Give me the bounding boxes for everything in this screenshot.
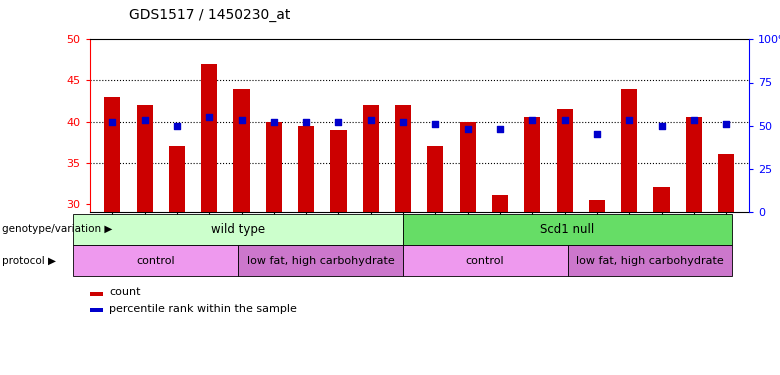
Text: wild type: wild type bbox=[211, 223, 265, 236]
Bar bbox=[73, 214, 402, 244]
Point bbox=[655, 123, 668, 129]
Bar bbox=[136, 105, 153, 212]
Text: genotype/variation ▶: genotype/variation ▶ bbox=[2, 224, 112, 234]
Bar bbox=[90, 308, 103, 312]
Point bbox=[397, 119, 410, 125]
Bar bbox=[298, 126, 314, 212]
Bar bbox=[459, 122, 476, 212]
Text: control: control bbox=[136, 256, 175, 266]
Point bbox=[268, 119, 280, 125]
Point bbox=[688, 117, 700, 123]
Point bbox=[171, 123, 183, 129]
Bar bbox=[233, 88, 250, 212]
Bar bbox=[718, 154, 734, 212]
Bar bbox=[266, 122, 282, 212]
Bar bbox=[589, 200, 605, 212]
Bar bbox=[492, 195, 508, 212]
Bar bbox=[686, 117, 702, 212]
Bar bbox=[395, 105, 411, 212]
Bar bbox=[90, 292, 103, 296]
Bar bbox=[73, 245, 238, 276]
Bar bbox=[524, 117, 541, 212]
Bar bbox=[654, 187, 670, 212]
Bar bbox=[105, 97, 120, 212]
Point bbox=[236, 117, 248, 123]
Point bbox=[590, 131, 603, 137]
Text: GDS1517 / 1450230_at: GDS1517 / 1450230_at bbox=[129, 9, 290, 22]
Point bbox=[558, 117, 571, 123]
Bar bbox=[402, 245, 568, 276]
Bar bbox=[238, 245, 402, 276]
Text: protocol ▶: protocol ▶ bbox=[2, 256, 55, 266]
Point bbox=[462, 126, 474, 132]
Point bbox=[332, 119, 345, 125]
Point bbox=[106, 119, 119, 125]
Bar bbox=[568, 245, 732, 276]
Text: low fat, high carbohydrate: low fat, high carbohydrate bbox=[576, 256, 724, 266]
Text: count: count bbox=[109, 287, 141, 297]
Bar bbox=[363, 105, 379, 212]
Bar bbox=[201, 64, 218, 212]
Bar bbox=[402, 214, 732, 244]
Bar bbox=[557, 109, 573, 212]
Bar bbox=[168, 146, 185, 212]
Text: low fat, high carbohydrate: low fat, high carbohydrate bbox=[246, 256, 394, 266]
Text: Scd1 null: Scd1 null bbox=[541, 223, 594, 236]
Point bbox=[720, 121, 732, 127]
Point bbox=[526, 117, 538, 123]
Text: percentile rank within the sample: percentile rank within the sample bbox=[109, 304, 297, 313]
Point bbox=[623, 117, 636, 123]
Point bbox=[364, 117, 377, 123]
Point bbox=[138, 117, 151, 123]
Point bbox=[203, 114, 215, 120]
Point bbox=[494, 126, 506, 132]
Point bbox=[300, 119, 313, 125]
Bar bbox=[331, 130, 346, 212]
Bar bbox=[621, 88, 637, 212]
Bar bbox=[427, 146, 444, 212]
Point bbox=[429, 121, 441, 127]
Text: control: control bbox=[466, 256, 505, 266]
